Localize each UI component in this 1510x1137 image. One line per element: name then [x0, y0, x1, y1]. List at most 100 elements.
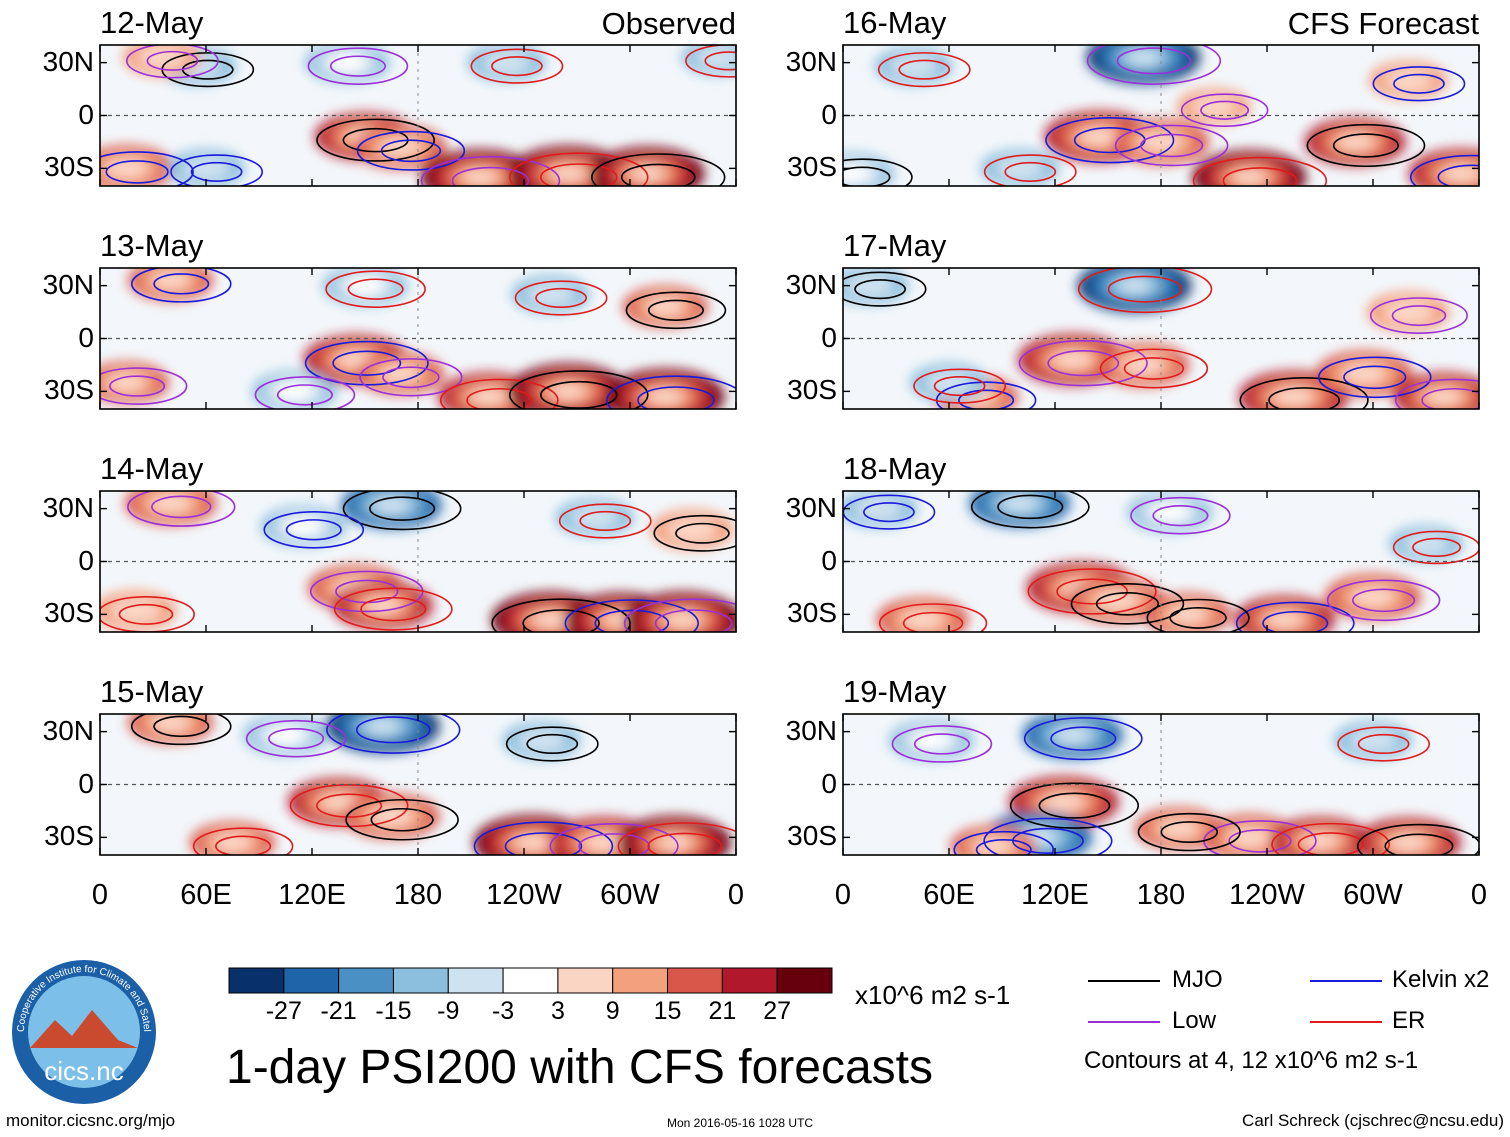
contour-line — [451, 166, 530, 186]
legend-label-low: Low — [1172, 1007, 1217, 1034]
anomaly-blob — [1191, 95, 1237, 119]
anomaly-blob — [1168, 604, 1207, 624]
contour-line — [1393, 73, 1445, 94]
panel-date: 12-May — [100, 5, 204, 40]
y-tick-label: 0 — [78, 321, 94, 353]
contour-line — [591, 153, 726, 186]
contour-line — [913, 368, 1006, 404]
contour-line — [843, 271, 927, 307]
contour-line — [1018, 339, 1148, 387]
anomaly-field — [843, 45, 1479, 186]
contour-line — [970, 491, 1090, 529]
contour-lines — [891, 717, 1479, 855]
contour-line — [647, 832, 723, 855]
contour-line — [975, 839, 1032, 855]
contour-line — [356, 130, 466, 171]
contour-line — [1099, 348, 1209, 389]
y-tick-label: 30S — [44, 151, 94, 183]
anomaly-blob — [1233, 169, 1266, 185]
contour-line — [1369, 297, 1468, 334]
anomaly-field — [128, 714, 736, 855]
y-tick-label: 0 — [78, 544, 94, 576]
contour-line — [268, 727, 325, 750]
contour-line — [1038, 792, 1111, 819]
contour-line — [109, 375, 166, 397]
contour-lines — [843, 268, 1479, 409]
contour-line — [1200, 100, 1250, 120]
anomaly-blob — [995, 156, 1044, 181]
contour-line — [704, 51, 736, 71]
panel-date: 15-May — [100, 674, 204, 709]
anomaly-blob — [657, 835, 691, 851]
colorbar-swatch — [447, 967, 504, 994]
anomaly-blob — [1118, 278, 1151, 294]
contour-line — [997, 494, 1064, 520]
colorbar-tick-label: 9 — [605, 997, 620, 1025]
contour-line — [1412, 537, 1462, 558]
anomaly-blob — [1044, 793, 1083, 812]
contour-note: Contours at 4, 12 x10^6 m2 s-1 — [1084, 1047, 1419, 1074]
contour-line — [1027, 568, 1157, 615]
contour-line — [579, 510, 632, 532]
contour-line — [329, 55, 386, 77]
contour-line — [1343, 365, 1407, 390]
contour-line — [369, 496, 436, 521]
figure-title: 1-day PSI200 with CFS forecasts — [226, 1041, 933, 1094]
y-tick-label: 30S — [787, 820, 837, 852]
anomaly-blob — [695, 45, 736, 69]
colorbar-swatch — [612, 967, 669, 994]
colorbar-swatch — [667, 967, 723, 994]
y-tick-label: 0 — [821, 767, 837, 799]
x-tick-label: 60W — [1343, 879, 1403, 911]
colorbar-tick-label: 27 — [763, 997, 792, 1025]
y-tick-label: 0 — [78, 98, 94, 130]
contour-line — [151, 495, 212, 519]
panel-date: 14-May — [100, 451, 204, 486]
contour-line — [891, 725, 993, 763]
anomaly-field — [100, 268, 736, 409]
anomaly-blob — [181, 156, 231, 181]
map-panel — [842, 267, 1480, 410]
x-tick-label: 60E — [923, 879, 975, 911]
contour-line — [685, 45, 736, 78]
contour-line — [1394, 378, 1479, 409]
contour-line — [316, 793, 383, 818]
contour-line — [863, 502, 915, 523]
contour-line — [146, 50, 199, 71]
legend-label-mjo: MJO — [1172, 966, 1223, 993]
contour-line — [623, 598, 736, 632]
anomaly-blob — [1390, 834, 1427, 852]
contour-line — [1357, 733, 1410, 755]
y-tick-label: 30S — [787, 374, 837, 406]
contour-line — [304, 340, 429, 386]
footer-url[interactable]: monitor.cicsnc.org/mjo — [6, 1111, 176, 1130]
anomaly-blob — [646, 297, 685, 316]
colorbar-tick-label: 21 — [708, 997, 737, 1025]
map-panel — [99, 713, 737, 856]
colorbar-swatch — [283, 967, 340, 994]
x-tick-label: 120W — [1229, 879, 1305, 911]
x-tick-label: 60E — [180, 879, 232, 911]
anomaly-blob — [1053, 350, 1092, 369]
contour-line — [1139, 133, 1204, 158]
colorbar-tick-label: -3 — [491, 997, 515, 1025]
y-tick-label: 0 — [821, 98, 837, 130]
contour-line — [347, 278, 404, 300]
panel-date: 18-May — [843, 451, 947, 486]
contour-line — [130, 714, 232, 746]
contour-line — [130, 268, 232, 303]
colorbar-tick-label: 15 — [653, 997, 682, 1025]
contour-line — [1409, 154, 1479, 186]
contour-line — [505, 726, 599, 762]
anomaly-field — [100, 45, 736, 186]
anomaly-blob — [1403, 532, 1449, 556]
contour-line — [854, 279, 906, 300]
contour-line — [1137, 812, 1241, 852]
contour-line — [902, 611, 964, 632]
anomaly-blob — [1159, 819, 1199, 838]
contour-line — [1332, 133, 1399, 158]
contour-line — [1268, 387, 1340, 409]
contour-line — [254, 376, 356, 409]
contour-line — [1326, 579, 1441, 622]
